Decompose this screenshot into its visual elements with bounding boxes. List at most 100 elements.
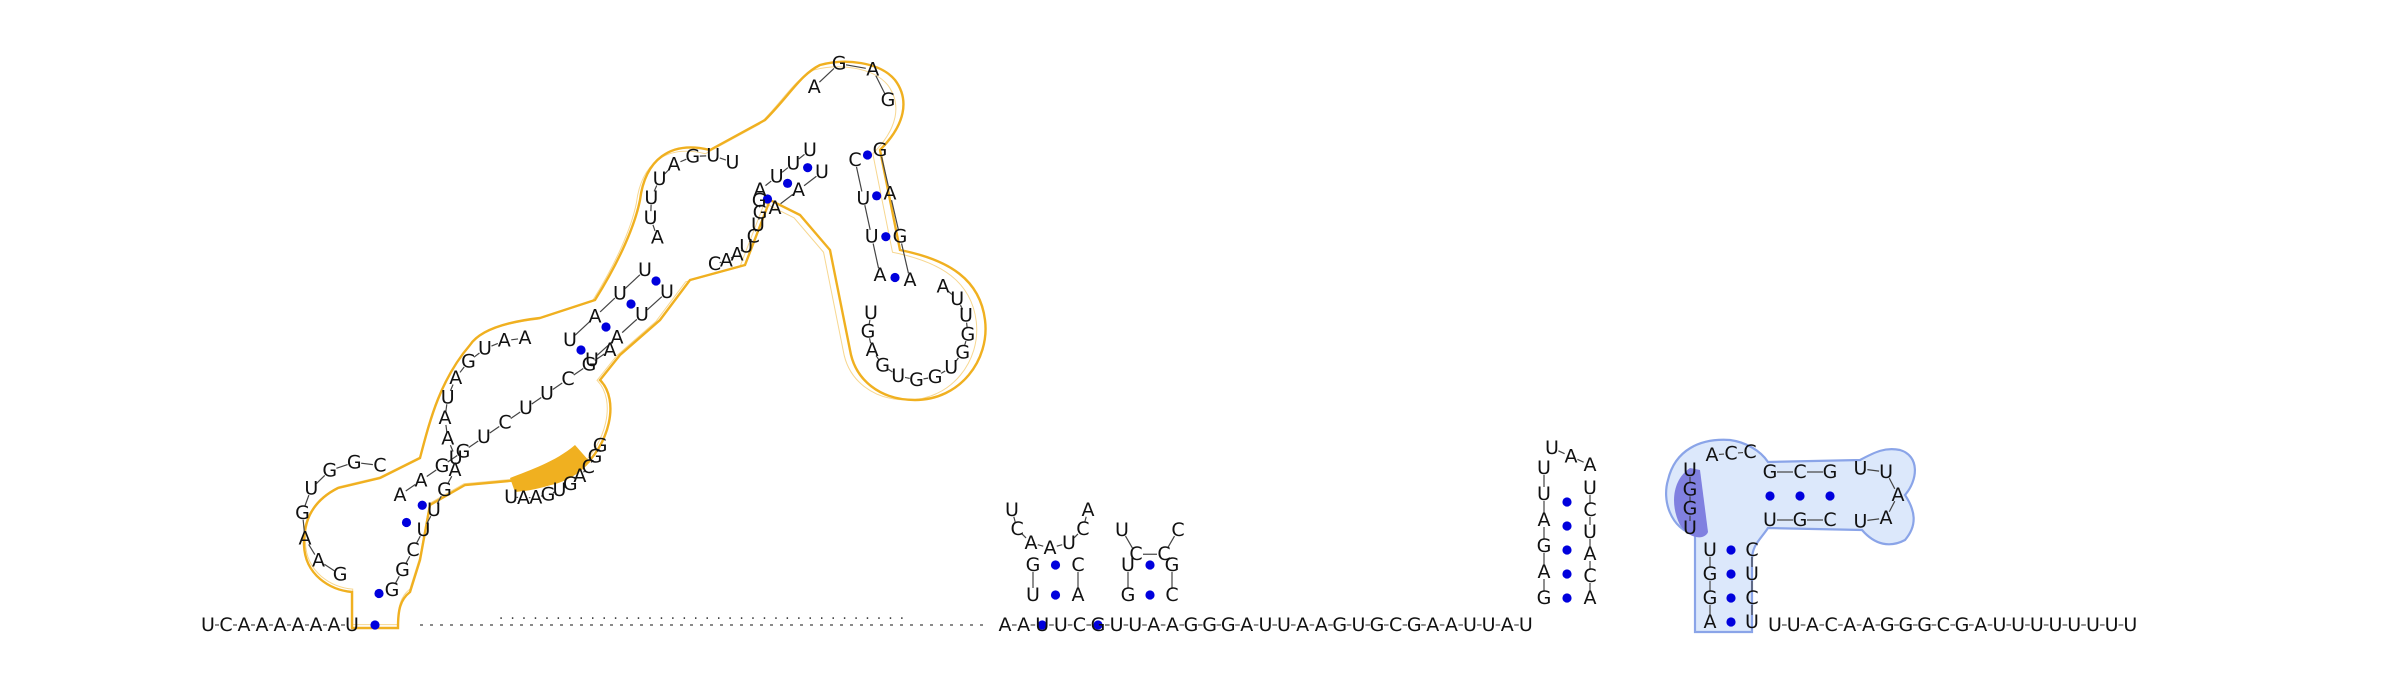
nucleotide: G: [1955, 614, 1970, 636]
nucleotide: G: [960, 323, 975, 345]
nucleotide: A: [439, 407, 452, 429]
nucleotide: U: [1258, 614, 1272, 636]
backbone-link: [754, 229, 757, 232]
nucleotide: U: [1992, 614, 2006, 636]
nucleotide: A: [1166, 614, 1179, 636]
backbone-link: [574, 321, 591, 336]
backbone-link: [394, 575, 400, 585]
nucleotide: C: [1010, 518, 1023, 540]
nucleotides: U C A A A A A A U...............................…: [201, 53, 2137, 636]
backbone-link: [510, 411, 521, 420]
nucleotide: A: [731, 244, 744, 266]
nucleotide: U: [1763, 509, 1777, 531]
backbone-link: [1037, 544, 1044, 547]
base-pair-dot: [872, 191, 882, 201]
backbone-link: [491, 342, 499, 347]
nucleotide: U: [1062, 532, 1076, 554]
backbone-link: [415, 535, 421, 545]
backbone-link: [590, 460, 593, 463]
base-pair-dot: [576, 345, 586, 355]
nucleotide: U: [635, 304, 649, 326]
nucleotide: A: [589, 306, 602, 328]
backbone-link: [563, 486, 566, 488]
backbone-link: [923, 377, 929, 380]
nucleotide: U: [1745, 611, 1759, 633]
nucleotide: G: [1121, 584, 1136, 606]
nucleotide: A: [1082, 499, 1095, 521]
backbone-link: [780, 193, 794, 205]
nucleotide: A: [1426, 614, 1439, 636]
nucleotide: U: [201, 614, 215, 636]
nucleotide: U: [449, 447, 463, 469]
nucleotide: A: [310, 614, 323, 636]
backbone-link: [1888, 477, 1896, 490]
nucleotide: A: [1501, 614, 1514, 636]
nucleotide: U: [304, 478, 318, 500]
nucleotide: A: [573, 465, 586, 487]
nucleotide: U: [891, 365, 905, 387]
nucleotide: C: [1745, 539, 1758, 561]
backbone-link: [599, 297, 616, 313]
backbone-link: [947, 290, 953, 295]
nucleotide: U: [441, 386, 455, 408]
nucleotide: G: [1407, 614, 1422, 636]
backbone-link: [868, 338, 872, 344]
backbone-link: [473, 352, 480, 358]
nucleotide: U: [739, 235, 753, 257]
nucleotide: A: [904, 269, 917, 291]
nucleotide: A: [1704, 611, 1717, 633]
nucleotide: A: [1862, 614, 1875, 636]
nucleotide: U: [2011, 614, 2025, 636]
nucleotide: A: [312, 549, 325, 571]
nucleotide: U: [644, 207, 658, 229]
nucleotide: G: [582, 354, 597, 376]
nucleotide: G: [1537, 535, 1552, 557]
nucleotide: G: [752, 189, 767, 211]
backbone-link: [880, 156, 890, 187]
nucleotide: U: [417, 519, 431, 541]
nucleotide: A: [328, 614, 341, 636]
nucleotide: U: [563, 329, 577, 351]
nucleotide: C: [1823, 509, 1836, 531]
base-pair-dot: [601, 322, 611, 332]
nucleotide: U: [803, 139, 817, 161]
nucleotide: G: [322, 460, 337, 482]
nucleotide: G: [832, 53, 847, 75]
nucleotide: C: [373, 454, 386, 476]
nucleotide: G: [435, 455, 450, 477]
backbone-link: [730, 256, 733, 259]
nucleotide: U: [2030, 614, 2044, 636]
nucleotide: A: [256, 614, 269, 636]
nucleotide: A: [274, 614, 287, 636]
nucleotide: G: [1899, 614, 1914, 636]
nucleotide: U: [660, 281, 674, 303]
nucleotide: C: [406, 539, 419, 561]
nucleotide: G: [1091, 614, 1106, 636]
nucleotide: G: [861, 320, 876, 342]
base-pair-dot: [782, 178, 793, 188]
nucleotide: A: [1584, 543, 1597, 565]
nucleotide: U: [856, 187, 870, 209]
backbone-link: [872, 243, 880, 269]
nucleotide: C: [1071, 554, 1084, 576]
backbone-link: [596, 341, 613, 356]
nucleotide: A: [1706, 444, 1719, 466]
backbone-link: [436, 495, 442, 505]
nucleotide: A: [292, 614, 305, 636]
backbone-link: [1124, 535, 1134, 549]
nucleotide: U: [504, 486, 518, 508]
nucleotide: G: [295, 502, 310, 524]
nucleotide: U: [585, 349, 599, 371]
base-pair-dot: [1050, 560, 1061, 570]
base-pair-dot: [1562, 545, 1572, 555]
backbone-link: [573, 367, 584, 376]
nucleotide: A: [415, 470, 428, 492]
base-pair-dot: [1726, 593, 1736, 603]
nucleotide: U: [477, 426, 491, 448]
nucleotide: A: [754, 179, 767, 201]
nucleotide: U: [815, 161, 829, 183]
base-pair-dot: [374, 588, 384, 599]
nucleotide: U: [613, 282, 627, 304]
base-pair-dot: [762, 194, 773, 204]
nucleotide: C: [1171, 519, 1184, 541]
